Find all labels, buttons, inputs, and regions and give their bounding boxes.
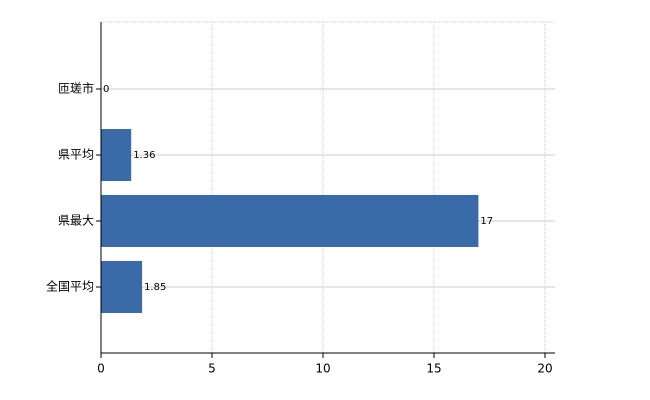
y-tick-label: 県最大 xyxy=(58,214,94,228)
x-tick-label: 5 xyxy=(208,362,216,376)
y-tick-label: 匝瑳市 xyxy=(58,81,94,96)
value-label: 1.85 xyxy=(144,282,166,293)
x-tick-label: 20 xyxy=(537,362,552,376)
bar xyxy=(101,261,143,313)
y-tick-label: 県平均 xyxy=(58,148,94,162)
bar xyxy=(101,129,132,181)
x-tick-label: 15 xyxy=(426,362,441,376)
x-tick-label: 0 xyxy=(97,362,105,376)
value-label: 0 xyxy=(103,84,109,95)
x-tick-label: 10 xyxy=(315,362,330,376)
value-label: 1.36 xyxy=(133,150,155,161)
value-label: 17 xyxy=(480,216,493,227)
bar xyxy=(101,195,479,247)
y-tick-label: 全国平均 xyxy=(46,279,94,294)
